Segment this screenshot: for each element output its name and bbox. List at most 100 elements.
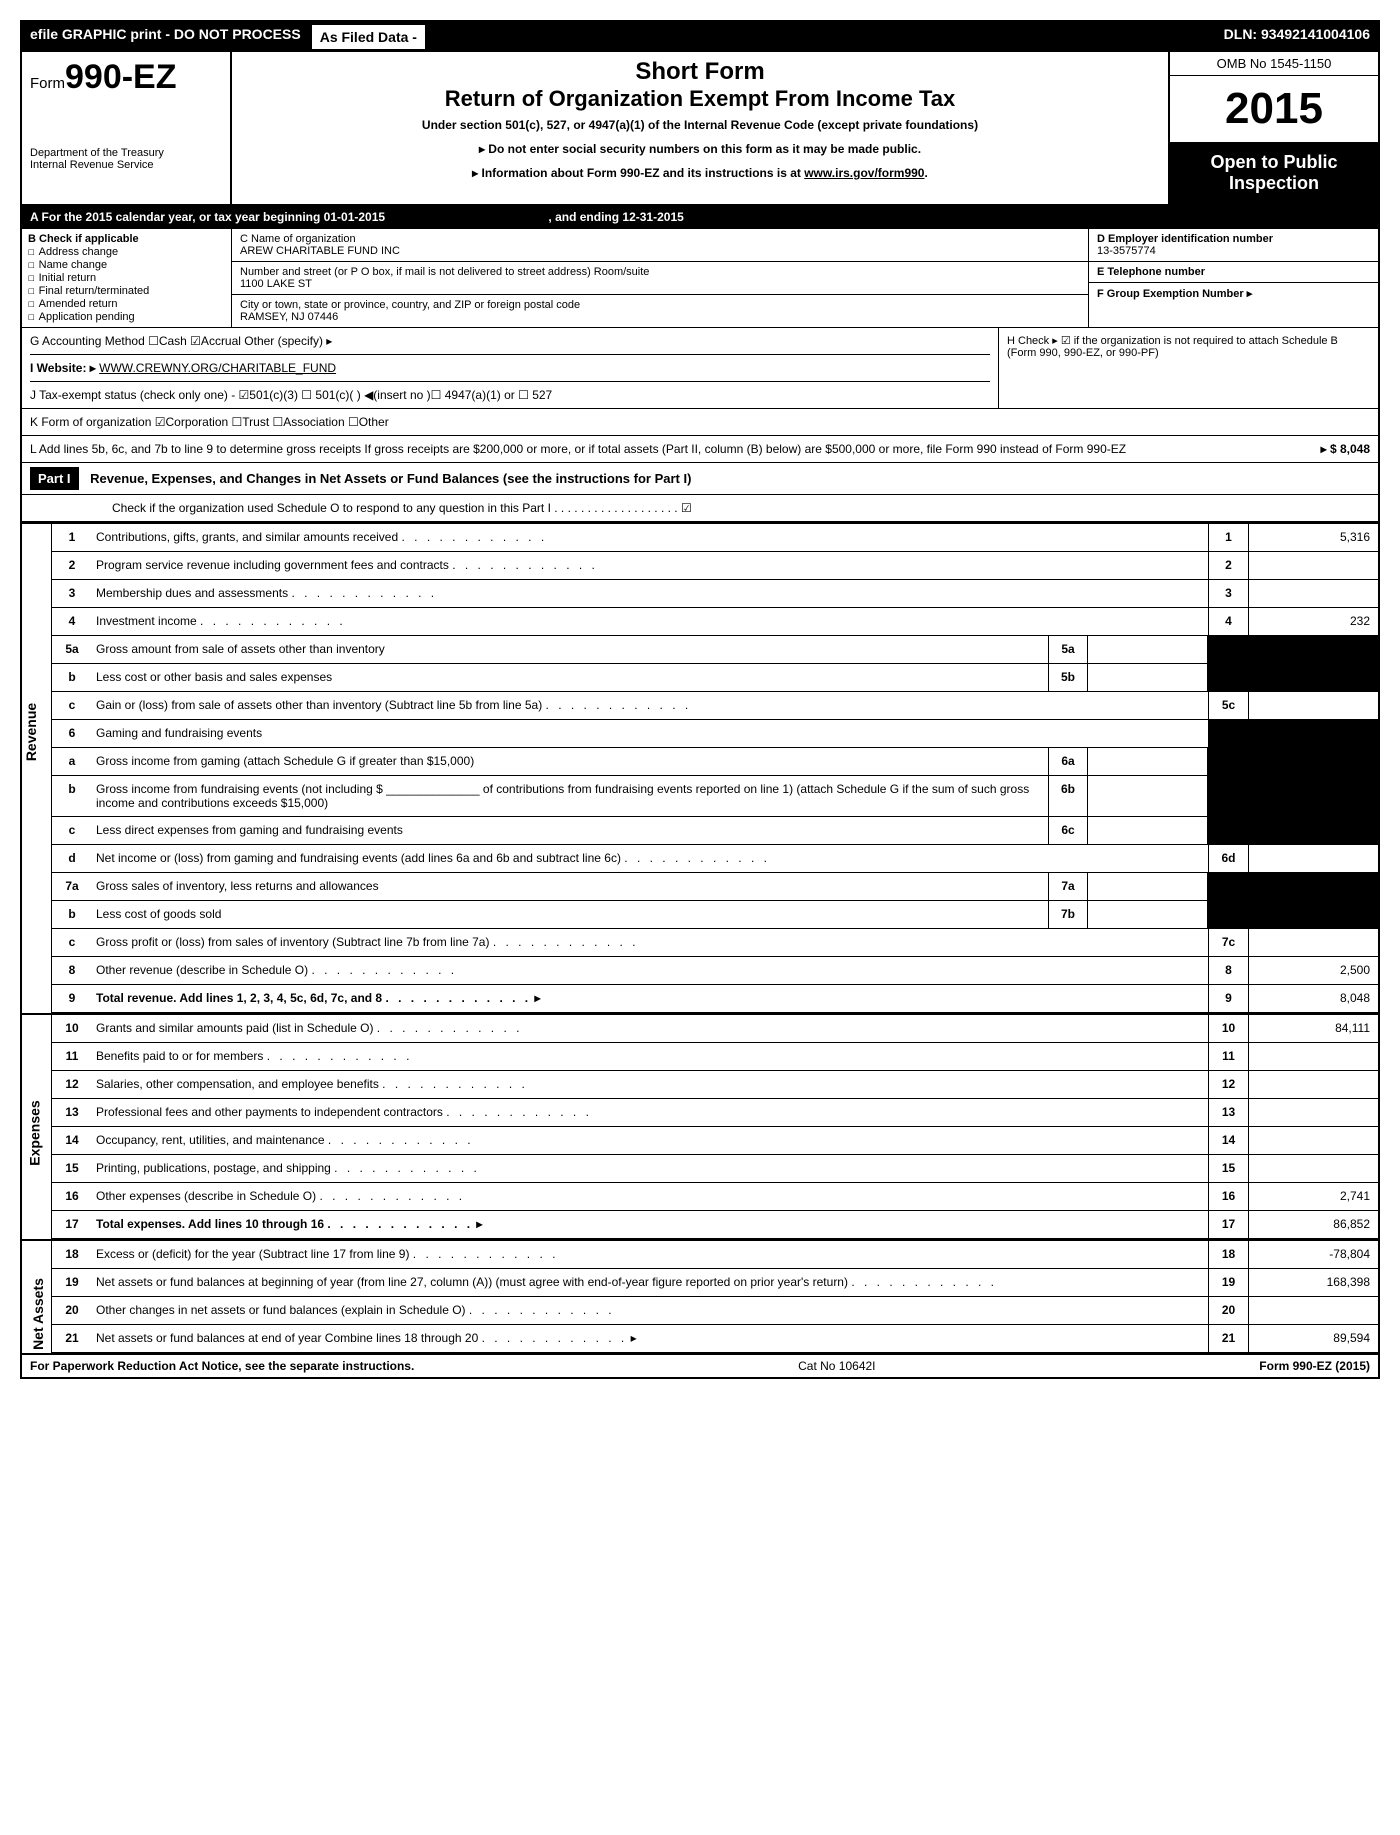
right-num: 2 <box>1208 552 1248 579</box>
gross-receipts-amount: ▸ $ 8,048 <box>1250 442 1370 456</box>
right-val <box>1248 929 1378 956</box>
line-num: 13 <box>52 1099 92 1126</box>
chk-address-change[interactable]: ☐Address change <box>28 245 225 258</box>
right-num: 4 <box>1208 608 1248 635</box>
mid-num: 6c <box>1048 817 1088 844</box>
mid-num: 5b <box>1048 664 1088 691</box>
line-num: 12 <box>52 1071 92 1098</box>
part1-label: Part I <box>30 467 79 490</box>
line-num: d <box>52 845 92 872</box>
right-num: 21 <box>1208 1325 1248 1352</box>
mid-num: 7b <box>1048 901 1088 928</box>
irs-link[interactable]: www.irs.gov/form990 <box>804 166 924 180</box>
right-num: 1 <box>1208 524 1248 551</box>
line-num: 21 <box>52 1325 92 1352</box>
right-num: 19 <box>1208 1269 1248 1296</box>
line-18: 18Excess or (deficit) for the year (Subt… <box>52 1241 1378 1269</box>
line-desc: Gross income from gaming (attach Schedul… <box>92 748 1048 775</box>
year-end: 12-31-2015 <box>622 210 683 224</box>
right-val: 5,316 <box>1248 524 1378 551</box>
mid-num: 6a <box>1048 748 1088 775</box>
chk-name-change[interactable]: ☐Name change <box>28 258 225 271</box>
row-k-org-form: K Form of organization ☑Corporation ☐Tru… <box>22 409 1378 436</box>
line-num: b <box>52 776 92 816</box>
line-num: c <box>52 817 92 844</box>
line-7a: 7aGross sales of inventory, less returns… <box>52 873 1378 901</box>
right-val: 84,111 <box>1248 1015 1378 1042</box>
line-21: 21Net assets or fund balances at end of … <box>52 1325 1378 1353</box>
line-desc: Gaming and fundraising events <box>92 720 1208 747</box>
revenue-section: Revenue 1Contributions, gifts, grants, a… <box>22 522 1378 1013</box>
right-val <box>1248 720 1378 747</box>
line-num: b <box>52 901 92 928</box>
line-desc: Membership dues and assessments . . . . … <box>92 580 1208 607</box>
line-desc: Net income or (loss) from gaming and fun… <box>92 845 1208 872</box>
chk-initial-return[interactable]: ☐Initial return <box>28 271 225 284</box>
open-public-badge: Open to Public Inspection <box>1170 142 1378 204</box>
right-num: 9 <box>1208 985 1248 1012</box>
col-b-checkboxes: B Check if applicable ☐Address change ☐N… <box>22 229 232 327</box>
mid-val <box>1088 636 1208 663</box>
header-center: Short Form Return of Organization Exempt… <box>232 52 1168 204</box>
right-num: 12 <box>1208 1071 1248 1098</box>
right-val: 2,500 <box>1248 957 1378 984</box>
mid-val <box>1088 873 1208 900</box>
line-num: 17 <box>52 1211 92 1238</box>
street-label: Number and street (or P O box, if mail i… <box>240 266 1080 278</box>
right-val <box>1248 692 1378 719</box>
right-num <box>1208 776 1248 816</box>
line-desc: Total revenue. Add lines 1, 2, 3, 4, 5c,… <box>92 985 1208 1012</box>
right-val <box>1248 1099 1378 1126</box>
org-name-label: C Name of organization <box>240 233 1080 245</box>
line-desc: Less cost of goods sold <box>92 901 1048 928</box>
col-b-header: B Check if applicable <box>28 233 225 245</box>
right-num: 18 <box>1208 1241 1248 1268</box>
line-num: b <box>52 664 92 691</box>
section-bcdef: B Check if applicable ☐Address change ☐N… <box>22 229 1378 328</box>
mid-val <box>1088 748 1208 775</box>
line-num: 19 <box>52 1269 92 1296</box>
line-desc: Less cost or other basis and sales expen… <box>92 664 1048 691</box>
right-val <box>1248 748 1378 775</box>
line-desc: Printing, publications, postage, and shi… <box>92 1155 1208 1182</box>
expenses-side-label: Expenses <box>22 1015 52 1239</box>
chk-app-pending[interactable]: ☐Application pending <box>28 310 225 323</box>
line-20: 20Other changes in net assets or fund ba… <box>52 1297 1378 1325</box>
line-num: 5a <box>52 636 92 663</box>
right-num: 16 <box>1208 1183 1248 1210</box>
line-c: cLess direct expenses from gaming and fu… <box>52 817 1378 845</box>
right-num <box>1208 901 1248 928</box>
row-a-tax-year: A For the 2015 calendar year, or tax yea… <box>22 206 1378 229</box>
title-short-form: Short Form <box>242 58 1158 86</box>
org-name: AREW CHARITABLE FUND INC <box>240 245 1080 257</box>
right-num: 13 <box>1208 1099 1248 1126</box>
line-desc: Investment income . . . . . . . . . . . … <box>92 608 1208 635</box>
header-right: OMB No 1545-1150 2015 Open to Public Ins… <box>1168 52 1378 204</box>
chk-final-return[interactable]: ☐Final return/terminated <box>28 284 225 297</box>
note-ssn: ▸ Do not enter social security numbers o… <box>242 142 1158 156</box>
line-d: dNet income or (loss) from gaming and fu… <box>52 845 1378 873</box>
right-val <box>1248 845 1378 872</box>
website-link[interactable]: WWW.CREWNY.ORG/CHARITABLE_FUND <box>99 361 336 375</box>
right-num: 10 <box>1208 1015 1248 1042</box>
footer-form: Form 990-EZ (2015) <box>1259 1359 1370 1373</box>
line-num: 11 <box>52 1043 92 1070</box>
col-c-org-info: C Name of organization AREW CHARITABLE F… <box>232 229 1088 327</box>
right-val: -78,804 <box>1248 1241 1378 1268</box>
schedule-b-check: H Check ▸ ☑ if the organization is not r… <box>998 328 1378 408</box>
street: 1100 LAKE ST <box>240 278 1080 290</box>
right-val: 168,398 <box>1248 1269 1378 1296</box>
right-val <box>1248 636 1378 663</box>
line-19: 19Net assets or fund balances at beginni… <box>52 1269 1378 1297</box>
expenses-section: Expenses 10Grants and similar amounts pa… <box>22 1013 1378 1239</box>
right-num <box>1208 873 1248 900</box>
line-desc: Other expenses (describe in Schedule O) … <box>92 1183 1208 1210</box>
row-gh: G Accounting Method ☐Cash ☑Accrual Other… <box>22 328 1378 409</box>
right-val <box>1248 664 1378 691</box>
right-num <box>1208 817 1248 844</box>
chk-amended[interactable]: ☐Amended return <box>28 297 225 310</box>
line-num: c <box>52 692 92 719</box>
netassets-side-label: Net Assets <box>22 1241 52 1353</box>
line-num: 15 <box>52 1155 92 1182</box>
line-desc: Gross income from fundraising events (no… <box>92 776 1048 816</box>
